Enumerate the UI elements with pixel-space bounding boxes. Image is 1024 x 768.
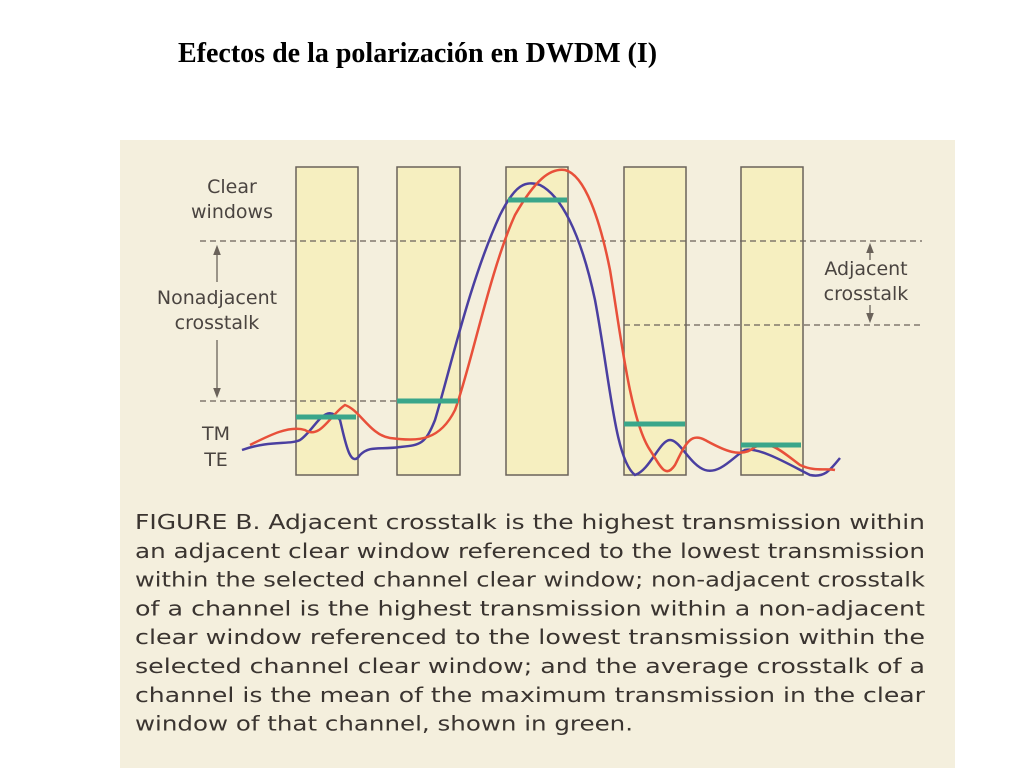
label: windows <box>191 201 273 223</box>
tm-curve <box>249 168 836 473</box>
caption-line: of a channel is the highest transmission… <box>135 596 925 620</box>
clear-window <box>505 166 569 476</box>
caption-line: an adjacent clear window referenced to t… <box>135 539 925 563</box>
label: Adjacent <box>824 258 907 280</box>
label: Nonadjacent <box>157 287 277 309</box>
clear-window <box>396 166 461 476</box>
label: crosstalk <box>175 312 260 334</box>
label: TE <box>203 449 228 471</box>
caption-line: window of that channel, shown in green. <box>135 712 633 736</box>
figure: Clear windows Nonadjacent crosstalk Adja… <box>120 140 955 768</box>
caption-line: FIGURE B. Adjacent crosstalk is the high… <box>135 510 925 534</box>
slide-title: Efectos de la polarización en DWDM (I) <box>178 38 657 69</box>
label: Clear <box>207 176 257 198</box>
caption-line: within the selected channel clear window… <box>135 568 926 592</box>
clear-window <box>740 166 804 476</box>
te-curve <box>241 182 841 477</box>
caption-line: channel is the mean of the maximum trans… <box>135 683 926 707</box>
caption-line: selected channel clear window; and the a… <box>135 654 925 678</box>
caption: FIGURE B. Adjacent crosstalk is the high… <box>135 510 926 736</box>
label: TM <box>201 423 230 445</box>
clear-window <box>623 166 687 476</box>
caption-line: clear window referenced to the lowest tr… <box>135 625 925 649</box>
label: crosstalk <box>824 283 909 305</box>
